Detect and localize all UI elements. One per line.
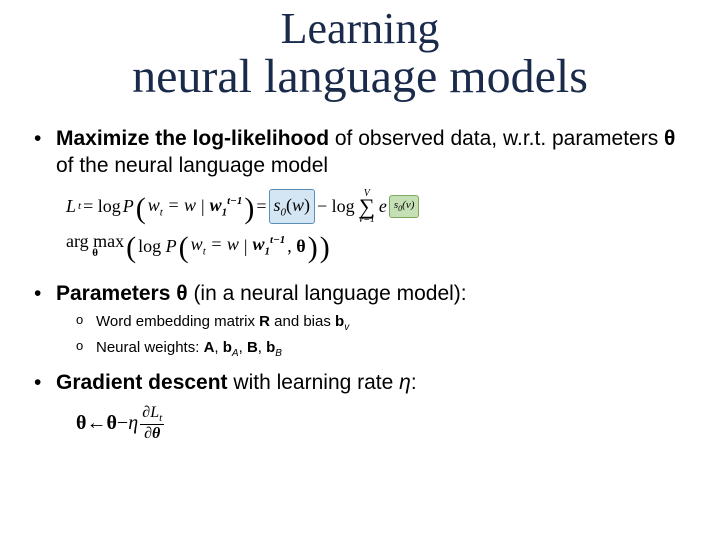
eq-P: P	[123, 192, 134, 221]
bullet-parameters: Parameters θ (in a neural language model…	[28, 280, 692, 361]
bullet-gradient: Gradient descent with learning rate η:	[28, 369, 692, 396]
eq-wcontext: w1t−1	[210, 191, 243, 222]
eq-wcontext2: w1t−1	[253, 230, 286, 261]
bar2-icon: |	[244, 232, 248, 261]
eq-L: L	[66, 192, 76, 221]
text-maximize-suffix: of the neural language model	[56, 154, 328, 177]
bullet-maximize: Maximize the log-likelihood of observed …	[28, 125, 692, 180]
equation-block-1: Lt = log P ( wt = w | w1t−1 ) = s0(w) − …	[66, 189, 692, 261]
text-params-suffix: (in a neural language model):	[188, 282, 467, 305]
highlight-score-v: s0(v)	[389, 195, 420, 218]
arrow-icon: ←	[86, 412, 106, 435]
eq-minus: −	[117, 412, 128, 435]
sum-icon: V ∑ v=1	[359, 190, 375, 224]
eq-comma: , θ	[287, 232, 305, 261]
text-gradient-bold: Gradient descent	[56, 371, 228, 394]
eq-minuslog: − log	[317, 192, 355, 221]
slide-title: Learning neural language models	[0, 0, 720, 103]
slide-content: Maximize the log-likelihood of observed …	[0, 103, 720, 444]
text-theta: θ	[664, 127, 675, 150]
fraction-icon: ∂Lt ∂θ	[140, 404, 164, 443]
sub-bullet-embedding: Word embedding matrix R and bias bv	[76, 311, 692, 335]
equation-gradient-descent: θ ← θ − η ∂Lt ∂θ	[76, 404, 692, 443]
eq-equals2: =	[256, 192, 266, 221]
eq-wt: wt = w	[148, 191, 196, 222]
eq-eta: η	[128, 412, 138, 435]
text-gradient-suffix: :	[411, 371, 417, 394]
equation-loglikelihood: Lt = log P ( wt = w | w1t−1 ) = s0(w) − …	[66, 189, 692, 224]
bar-icon: |	[201, 192, 205, 221]
eq-L-sub: t	[78, 198, 81, 216]
eq-eqlog: = log	[83, 192, 121, 221]
sub-bullet-weights: Neural weights: A, bA, B, bB	[76, 337, 692, 361]
text-params-bold: Parameters θ	[56, 282, 188, 305]
eq-wt2: wt = w	[191, 230, 239, 261]
eq-exp: e	[379, 192, 387, 221]
text-maximize-bold: Maximize the log-likelihood	[56, 127, 329, 150]
title-line-1: Learning	[0, 6, 720, 52]
text-eta: η	[399, 371, 411, 394]
eq-theta-rhs: θ	[106, 412, 116, 435]
bullet-list-2: Parameters θ (in a neural language model…	[28, 280, 692, 397]
eq-argmax-body: log P	[138, 232, 177, 261]
text-maximize-mid: of observed data, w.r.t. parameters	[329, 127, 664, 150]
highlight-score-w: s0(w)	[269, 189, 316, 224]
bullet-list: Maximize the log-likelihood of observed …	[28, 125, 692, 180]
text-gradient-mid: with learning rate	[228, 371, 400, 394]
title-line-2: neural language models	[0, 52, 720, 102]
sub-bullet-list: Word embedding matrix R and bias bv Neur…	[56, 311, 692, 361]
argmax-icon: arg max θ	[66, 233, 124, 259]
equation-argmax: arg max θ ( log P ( wt = w | w1t−1 , θ )…	[66, 230, 692, 261]
eq-theta-lhs: θ	[76, 412, 86, 435]
